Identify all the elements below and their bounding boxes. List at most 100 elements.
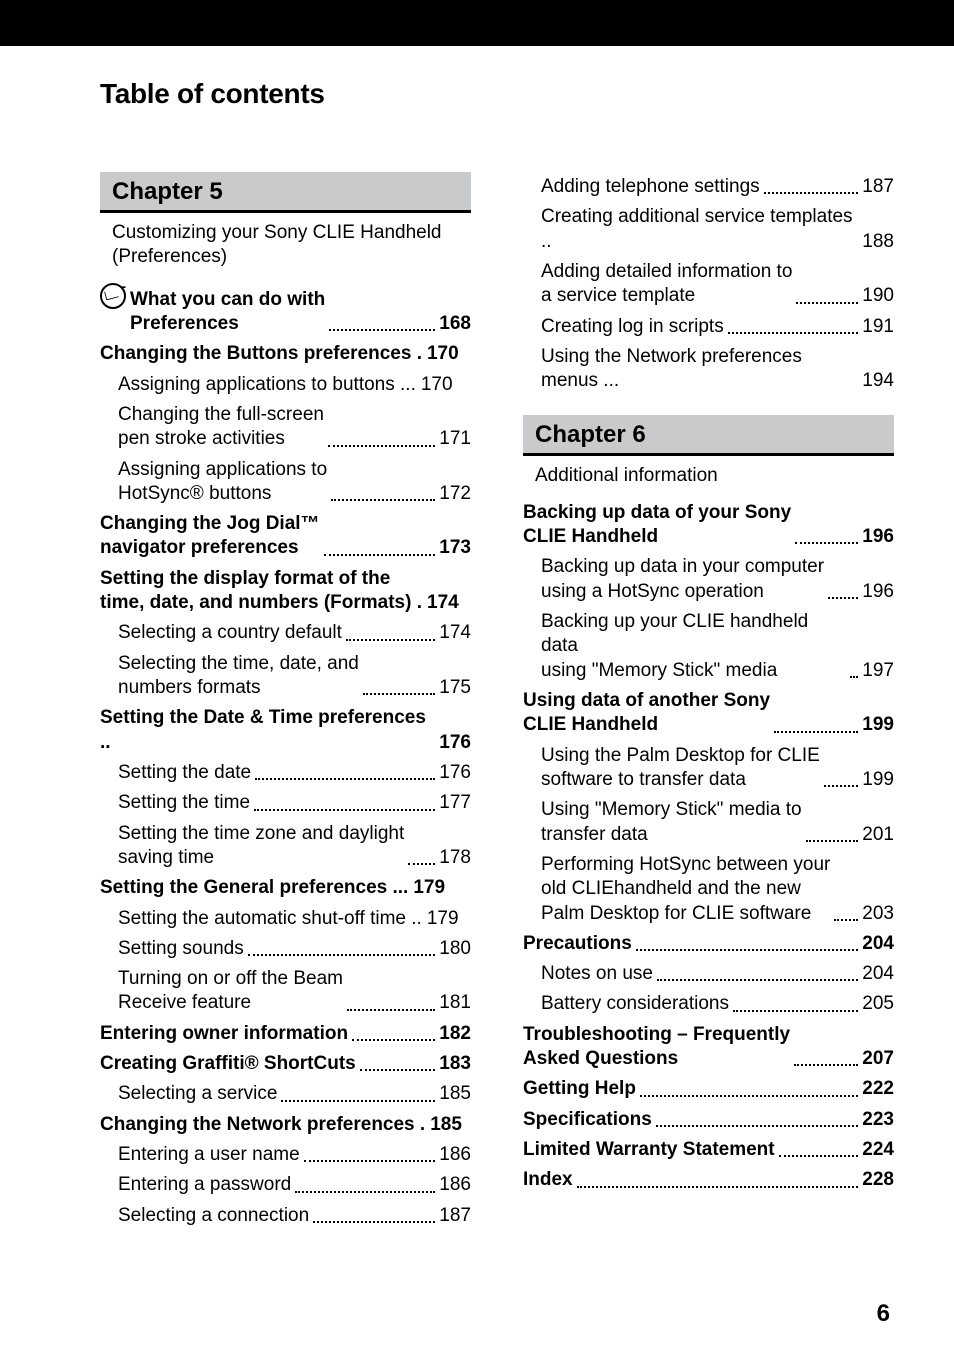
toc-label: Changing the Network preferences .	[100, 1113, 425, 1137]
toc-subentry: Backing up data in your computerusing a …	[523, 552, 894, 607]
toc-label: Using data of another SonyCLIE Handheld	[523, 689, 770, 738]
toc-entry: Precautions204	[523, 929, 894, 959]
toc-entry: What you can do withPreferences168	[100, 280, 471, 340]
toc-page: 174	[427, 591, 459, 615]
toc-label: Selecting a service	[118, 1082, 277, 1106]
columns: Chapter 5 Customizing your Sony CLIE Hand…	[100, 172, 894, 1231]
toc-label: What you can do withPreferences	[100, 283, 325, 337]
toc-entry: Index 228	[523, 1165, 894, 1195]
toc-leader-dots	[329, 328, 435, 331]
toc-leader-dots	[347, 1008, 435, 1011]
toc-entry: Setting the Date & Time preferences ..17…	[100, 703, 471, 758]
hint-icon	[100, 283, 126, 309]
toc-subentry: Setting the automatic shut-off time ..17…	[100, 904, 471, 934]
toc-page: 186	[439, 1173, 471, 1197]
toc-entry: Troubleshooting – FrequentlyAsked Questi…	[523, 1020, 894, 1075]
toc-subentry: Entering a user name 186	[100, 1140, 471, 1170]
toc-label: Index	[523, 1168, 573, 1192]
toc-page: 223	[862, 1108, 894, 1132]
toc-leader-dots	[733, 1009, 858, 1012]
toc-subentry: Selecting a country default174	[100, 618, 471, 648]
toc-subentry: Assigning applications toHotSync® button…	[100, 455, 471, 510]
toc-page: 201	[862, 823, 894, 847]
toc-subentry: Battery considerations205	[523, 989, 894, 1019]
toc-subentry: Using "Memory Stick" media totransfer da…	[523, 795, 894, 850]
toc-subentry: Turning on or off the BeamReceive featur…	[100, 964, 471, 1019]
toc-leader-dots	[352, 1038, 435, 1041]
toc-label: Creating additional service templates ..	[541, 205, 857, 254]
toc-page: 186	[439, 1143, 471, 1167]
toc-leader-dots	[295, 1190, 435, 1193]
toc-entry: Getting Help 222	[523, 1074, 894, 1104]
chapter-heading: Chapter 5	[100, 172, 471, 213]
toc-page: 228	[862, 1168, 894, 1192]
toc-label: Setting the General preferences ...	[100, 876, 408, 900]
toc-subentry: Using the Network preferences menus ...1…	[523, 342, 894, 397]
toc-leader-dots	[363, 692, 435, 695]
toc-leader-dots	[796, 301, 858, 304]
toc-label: Creating log in scripts	[541, 315, 724, 339]
toc-page: 173	[439, 536, 471, 560]
toc-subentry: Setting the time 177	[100, 788, 471, 818]
chapter-subtitle: Customizing your Sony CLIE Handheld (Pre…	[100, 219, 471, 280]
toc-leader-dots	[656, 1124, 858, 1127]
toc-label: Entering a user name	[118, 1143, 300, 1167]
toc-label: Selecting a country default	[118, 621, 342, 645]
toc-page: 196	[862, 525, 894, 549]
toc-subentry: Using the Palm Desktop for CLIEsoftware …	[523, 741, 894, 796]
toc-subentry: Selecting the time, date, andnumbers for…	[100, 649, 471, 704]
toc-leader-dots	[795, 541, 858, 544]
toc-leader-dots	[794, 1063, 858, 1066]
toc-page: 181	[439, 991, 471, 1015]
toc-label: Using the Network preferences menus ...	[541, 345, 857, 394]
toc-page: 197	[862, 659, 894, 683]
toc-entry: Creating Graffiti® ShortCuts183	[100, 1049, 471, 1079]
page-title: Table of contents	[100, 78, 325, 110]
toc-page: 204	[862, 932, 894, 956]
toc-label: Changing the Buttons preferences .	[100, 342, 422, 366]
toc-label: Setting the time	[118, 791, 250, 815]
toc-label: Adding detailed information toa service …	[541, 260, 792, 309]
toc-page: 203	[862, 902, 894, 926]
toc-page: 177	[439, 791, 471, 815]
toc-page: 199	[862, 768, 894, 792]
toc-leader-dots	[828, 596, 858, 599]
top-black-bar	[0, 0, 954, 46]
toc-label: Setting the automatic shut-off time ..	[118, 907, 422, 931]
toc-entry: Backing up data of your SonyCLIE Handhel…	[523, 498, 894, 553]
toc-page: 207	[862, 1047, 894, 1071]
toc-leader-dots	[331, 498, 435, 501]
toc-label: Backing up data in your computerusing a …	[541, 555, 824, 604]
toc-leader-dots	[774, 730, 858, 733]
toc-page: 204	[862, 962, 894, 986]
toc-subentry: Setting the date176	[100, 758, 471, 788]
toc-label: Entering owner information	[100, 1022, 348, 1046]
toc-label: Changing the Jog Dial™navigator preferen…	[100, 512, 320, 561]
toc-label: Creating Graffiti® ShortCuts	[100, 1052, 356, 1076]
toc-label: Selecting the time, date, andnumbers for…	[118, 652, 359, 701]
toc-page: 178	[439, 846, 471, 870]
toc-leader-dots	[764, 191, 859, 194]
toc-leader-dots	[328, 444, 435, 447]
toc-label: Setting the display format of thetime, d…	[100, 567, 422, 616]
toc-leader-dots	[657, 978, 858, 981]
toc-leader-dots	[360, 1068, 436, 1071]
toc-label: Performing HotSync between yourold CLIEh…	[541, 853, 830, 926]
toc-label: Getting Help	[523, 1077, 636, 1101]
toc-leader-dots	[834, 918, 858, 921]
toc-page: 191	[862, 315, 894, 339]
toc-label: Specifications	[523, 1108, 652, 1132]
toc-page: 222	[862, 1077, 894, 1101]
toc-leader-dots	[728, 331, 859, 334]
toc-label: Notes on use	[541, 962, 653, 986]
toc-page: 179	[413, 876, 445, 900]
toc-page: 179	[427, 907, 459, 931]
left-column: Chapter 5 Customizing your Sony CLIE Hand…	[100, 172, 471, 1231]
toc-leader-dots	[346, 638, 435, 641]
toc-page: 180	[439, 937, 471, 961]
toc-leader-dots	[640, 1094, 858, 1097]
toc-page: 176	[439, 731, 471, 755]
toc-subentry: Creating log in scripts 191	[523, 312, 894, 342]
toc-page: 187	[439, 1204, 471, 1228]
toc-label: Turning on or off the BeamReceive featur…	[118, 967, 343, 1016]
